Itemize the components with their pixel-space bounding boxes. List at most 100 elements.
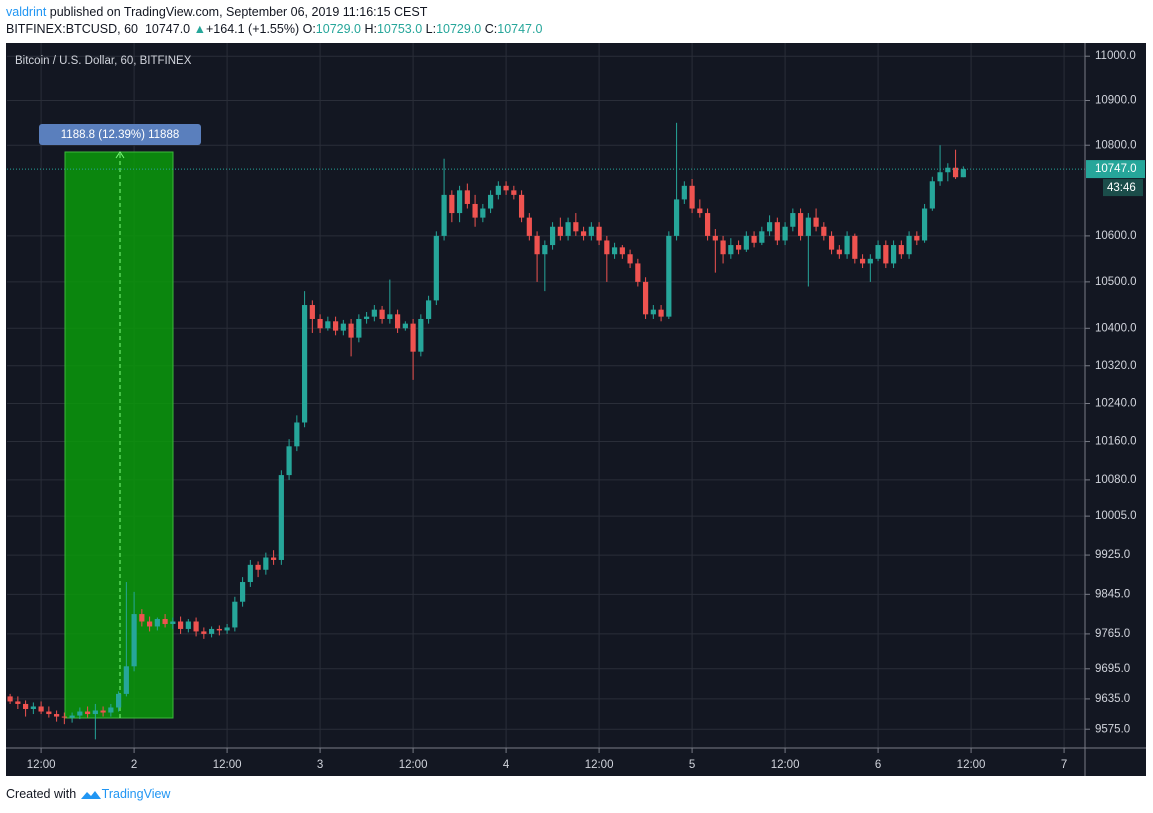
y-tick-label: 9925.0	[1095, 549, 1130, 561]
y-tick-label: 10800.0	[1095, 139, 1137, 151]
footer: Created with TradingView	[6, 787, 170, 801]
candle-body	[759, 231, 765, 243]
candle-body	[704, 213, 711, 236]
symbol: BITFINEX:BTCUSD, 60	[6, 22, 138, 36]
candle-body	[611, 247, 618, 255]
candle-body	[332, 321, 339, 331]
candle-body	[511, 190, 517, 195]
o-label: O:	[302, 22, 316, 36]
candle-body	[844, 235, 850, 255]
candle-body	[712, 235, 718, 241]
candle-body	[216, 628, 222, 631]
y-tick-label: 9765.0	[1095, 628, 1130, 640]
last-price-label: 10747.0	[1095, 163, 1137, 175]
x-tick-label: 12:00	[213, 759, 242, 771]
x-tick-label: 4	[503, 759, 510, 771]
candle-body	[232, 601, 238, 628]
candle-body	[340, 323, 346, 331]
x-tick-label: 12:00	[399, 759, 428, 771]
countdown-box	[1103, 179, 1143, 197]
candle-body	[418, 318, 424, 352]
footer-text: Created with	[6, 787, 77, 801]
x-tick-label: 12:00	[771, 759, 800, 771]
price: 10747.0	[144, 22, 191, 36]
candle-body	[852, 235, 858, 259]
candle-body	[177, 621, 184, 629]
candle-body	[449, 194, 455, 214]
candle-body	[681, 185, 687, 200]
measure-arrow	[115, 151, 125, 159]
candle-body	[859, 258, 866, 264]
candle-body	[588, 226, 594, 236]
x-tick-label: 2	[131, 759, 137, 771]
footer-brand[interactable]: TradingView	[101, 787, 171, 801]
candle-body	[185, 621, 191, 629]
change: +164.1 (+1.55%)	[205, 22, 300, 36]
candle-body	[580, 231, 587, 236]
candle-body	[751, 235, 757, 243]
author[interactable]: valdrint	[6, 5, 47, 19]
y-tick-label: 10600.0	[1095, 230, 1137, 242]
countdown: 43:46	[1107, 182, 1136, 194]
y-tick-label: 10240.0	[1095, 398, 1137, 410]
candle-body	[30, 706, 36, 709]
chart-title: Bitcoin / U.S. Dollar, 60, BITFINEX	[15, 55, 192, 67]
candle-body	[115, 693, 122, 708]
candle-body	[596, 226, 602, 241]
candle-body	[247, 564, 253, 583]
candle-body	[534, 235, 540, 255]
logo	[80, 790, 101, 799]
candle-body	[69, 715, 75, 718]
candle-body	[821, 226, 827, 236]
h-label: H:	[364, 22, 377, 36]
candle-body	[309, 305, 315, 319]
candle-body	[883, 245, 889, 264]
y-tick-label: 9575.0	[1095, 723, 1130, 735]
candle-body	[914, 235, 920, 241]
measure-box	[64, 151, 174, 719]
candle-body	[518, 194, 525, 218]
candle-body	[363, 316, 370, 319]
candle-body	[433, 235, 439, 301]
l: 10729.0	[436, 22, 482, 36]
c-label: C:	[484, 22, 498, 36]
candle-body	[394, 314, 401, 329]
candle-body	[402, 323, 408, 329]
y-tick-label: 9695.0	[1095, 663, 1130, 675]
candle-body	[542, 245, 548, 255]
candle-body	[317, 318, 323, 329]
candle-body	[813, 217, 819, 227]
candle-body	[495, 185, 501, 195]
candle-body	[890, 245, 897, 264]
x-tick-label: 12:00	[27, 759, 56, 771]
y-tick-label: 10320.0	[1095, 360, 1137, 372]
y-tick-label: 10080.0	[1095, 474, 1137, 486]
candle-body	[503, 185, 509, 191]
candle-body	[286, 446, 292, 476]
candle-body	[766, 222, 773, 232]
candle-body	[557, 226, 563, 236]
candle-body	[480, 208, 486, 218]
y-tick-label: 10900.0	[1095, 95, 1137, 107]
c: 10747.0	[497, 22, 543, 36]
candle-body	[162, 619, 168, 624]
candle-body	[348, 323, 354, 338]
l-label: L:	[425, 22, 437, 36]
candle-body	[100, 710, 106, 713]
symbol-line: BITFINEX:BTCUSD, 60 10747.0 ▲+164.1 (+1.…	[6, 21, 542, 38]
x-tick-label: 12:00	[957, 759, 986, 771]
measure-label-box	[39, 124, 201, 145]
y-tick-label: 10400.0	[1095, 322, 1137, 334]
candle-body	[898, 245, 904, 255]
candle-body	[952, 167, 959, 178]
candle-body	[945, 167, 951, 173]
candle-body	[565, 222, 571, 236]
candle-body	[263, 557, 269, 570]
candle-body	[255, 564, 261, 570]
candle-body	[441, 194, 447, 236]
candle-body	[84, 711, 91, 715]
candle-body	[906, 235, 912, 255]
candle-body	[642, 281, 649, 315]
